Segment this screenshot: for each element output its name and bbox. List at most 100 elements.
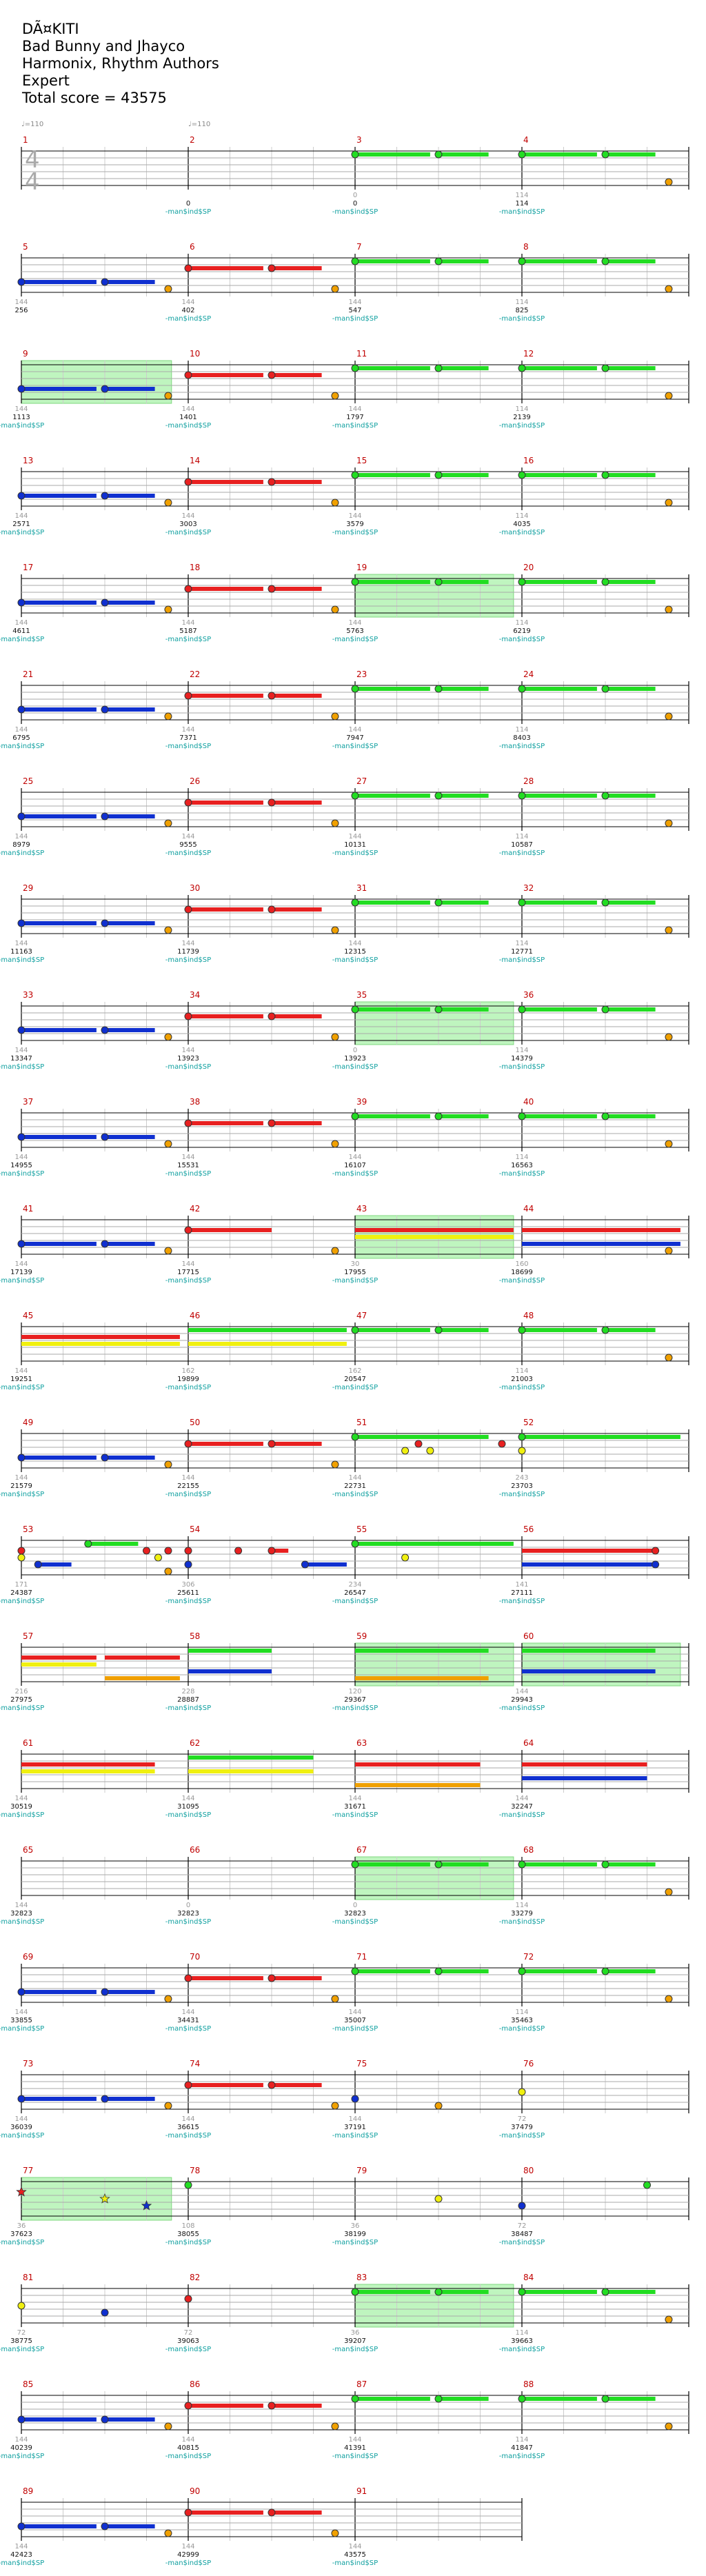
measure-note-score: 114	[515, 1902, 528, 1909]
measure-note-score: 144	[515, 1688, 528, 1695]
measure-number: 81	[23, 2273, 33, 2282]
note-yellow	[17, 2302, 26, 2310]
anchor-label: -man$ind$SP	[332, 2132, 378, 2140]
sustain-yellow	[21, 1342, 180, 1346]
measure-note-score: 144	[348, 726, 361, 734]
sustain-green	[88, 1542, 139, 1546]
sustain-red	[21, 1656, 97, 1660]
measure-note-score: 36	[351, 2329, 360, 2337]
sustain-red	[188, 907, 263, 912]
note-green	[434, 1860, 443, 1869]
anchor-label: -man$ind$SP	[332, 315, 378, 323]
sustain-blue	[21, 601, 97, 605]
cumulative-score: 1113	[12, 414, 30, 421]
sustain-green	[355, 580, 430, 584]
measure-note-score: 144	[14, 1795, 28, 1802]
sustain-green	[355, 1328, 430, 1332]
measure-note-score: 144	[14, 299, 28, 306]
note-blue	[101, 2308, 109, 2317]
measure-number: 51	[356, 1418, 367, 1427]
note-green	[434, 578, 443, 586]
measure-number: 87	[356, 2379, 367, 2389]
cumulative-score: 40815	[177, 2444, 199, 2452]
anchor-label: -man$ind$SP	[165, 1170, 211, 1178]
measure-number: 33	[23, 990, 33, 1000]
sustain-blue	[105, 2417, 155, 2422]
cumulative-score: 16563	[511, 1162, 533, 1169]
anchor-label: -man$ind$SP	[0, 1170, 44, 1178]
measure-number: 74	[190, 2059, 200, 2069]
overdrive-region	[21, 2177, 172, 2221]
measure-note-score: 114	[515, 1367, 528, 1375]
anchor-label: -man$ind$SP	[499, 1491, 545, 1498]
note-orange	[164, 1460, 172, 1469]
sustain-green	[438, 2290, 489, 2294]
cumulative-score: 38775	[10, 2337, 32, 2345]
anchor-label: -man$ind$SP	[332, 1811, 378, 1819]
note-green	[434, 898, 443, 907]
measure-number: 42	[190, 1204, 200, 1214]
note-orange	[331, 1247, 339, 1255]
sustain-blue	[522, 1562, 656, 1567]
measure-note-score: 144	[181, 1047, 194, 1054]
note-blue	[101, 705, 109, 714]
measure-note-score: 0	[353, 1902, 357, 1909]
measure-number: 61	[23, 1738, 33, 1748]
anchor-label: -man$ind$SP	[332, 529, 378, 536]
song-title: DÃ¤KITI	[22, 21, 79, 37]
song-header: DÃ¤KITI Bad Bunny and Jhayco Harmonix, R…	[22, 21, 219, 107]
cumulative-score: 37479	[511, 2124, 533, 2131]
anchor-label: -man$ind$SP	[165, 529, 211, 536]
anchor-label: -man$ind$SP	[332, 422, 378, 430]
note-green	[518, 471, 526, 479]
measure-number: 65	[23, 1845, 33, 1855]
cumulative-score: 14955	[10, 1162, 32, 1169]
sustain-blue	[21, 921, 97, 925]
sustain-red	[188, 694, 263, 698]
measure-note-score: 114	[515, 833, 528, 841]
sustain-green	[522, 1862, 597, 1866]
sustain-blue	[188, 1669, 272, 1673]
sustain-yellow	[355, 1235, 514, 1239]
sustain-blue	[105, 921, 155, 925]
measure-number: 82	[190, 2273, 200, 2282]
measure-note-score: 144	[515, 1795, 528, 1802]
note-blue	[184, 1560, 192, 1569]
anchor-label: -man$ind$SP	[165, 2346, 211, 2353]
measure-number: 27	[356, 776, 367, 786]
cumulative-score: 24387	[10, 1589, 32, 1597]
sustain-blue	[105, 814, 155, 818]
anchor-label: -man$ind$SP	[0, 636, 44, 643]
anchor-label: -man$ind$SP	[499, 2025, 545, 2033]
sustain-red	[272, 373, 322, 377]
anchor-label: -man$ind$SP	[499, 1063, 545, 1071]
note-green	[518, 1326, 526, 1334]
anchor-label: -man$ind$SP	[0, 1063, 44, 1071]
measure-note-score: 144	[14, 2543, 28, 2550]
measure-note-score: 144	[14, 726, 28, 734]
sustain-green	[605, 259, 656, 263]
anchor-label: -man$ind$SP	[332, 1384, 378, 1391]
note-red	[184, 371, 192, 379]
measure-number: 29	[23, 883, 33, 893]
note-red	[268, 371, 276, 379]
measure-note-score: 72	[518, 2115, 527, 2123]
note-orange	[331, 392, 339, 400]
measure-number: 5	[23, 242, 28, 252]
measure-note-score: 72	[184, 2329, 193, 2337]
sustain-green	[355, 900, 430, 905]
sustain-green	[438, 366, 489, 370]
sustain-red	[272, 801, 322, 805]
measure-note-score: 144	[14, 2009, 28, 2016]
sustain-green	[438, 580, 489, 584]
sustain-blue	[21, 1028, 97, 1032]
measure-note-score: 72	[17, 2329, 26, 2337]
anchor-label: -man$ind$SP	[165, 956, 211, 964]
note-green	[601, 1112, 609, 1120]
measure-number: 30	[190, 883, 200, 893]
measure-note-score: 144	[14, 512, 28, 520]
sustain-red	[272, 2510, 322, 2515]
note-green	[518, 1860, 526, 1869]
measure-note-score: 30	[351, 1260, 360, 1268]
cumulative-score: 12315	[344, 948, 366, 956]
